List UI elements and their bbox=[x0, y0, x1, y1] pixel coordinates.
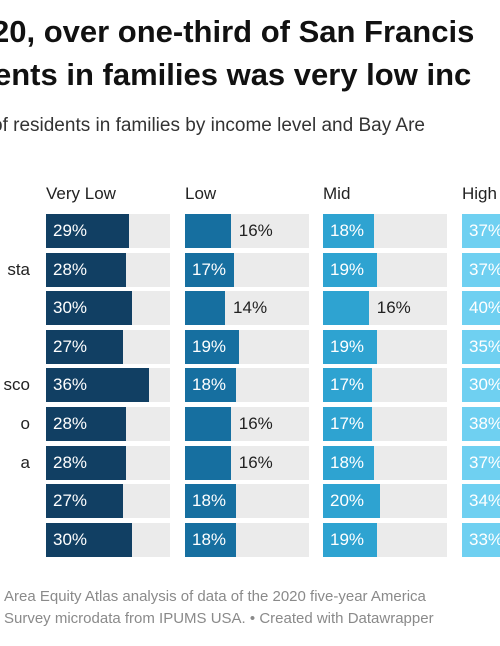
data-label: 37% bbox=[469, 452, 500, 472]
data-label: 18% bbox=[330, 221, 365, 240]
data-label: 29% bbox=[53, 221, 88, 240]
chart-subtitle: of residents in families by income level… bbox=[0, 115, 425, 136]
bar bbox=[46, 445, 127, 480]
column-header-very-low: Very Low bbox=[46, 184, 116, 203]
data-label: 18% bbox=[192, 529, 227, 549]
data-label: 27% bbox=[53, 336, 88, 356]
row-label: a bbox=[20, 452, 30, 472]
bar bbox=[462, 407, 500, 441]
bar bbox=[323, 484, 381, 519]
bar bbox=[185, 484, 237, 519]
source-note: Area Equity Atlas analysis of data of th… bbox=[4, 586, 434, 630]
data-label: 17% bbox=[330, 375, 365, 395]
data-label: 37% bbox=[469, 259, 500, 279]
data-label: 30% bbox=[53, 298, 88, 318]
data-label: 40% bbox=[469, 298, 500, 318]
bar bbox=[46, 522, 132, 557]
bar bbox=[323, 445, 375, 480]
data-label: 37% bbox=[469, 221, 500, 240]
bar bbox=[185, 445, 231, 480]
chart-title: 20, over one-third of San Francis bbox=[0, 14, 475, 49]
data-label: 34% bbox=[469, 491, 500, 511]
column-header-low: Low bbox=[185, 184, 217, 203]
row-label: o bbox=[20, 414, 30, 433]
data-label: 30% bbox=[469, 375, 500, 395]
bar bbox=[462, 214, 500, 248]
bar bbox=[462, 522, 500, 557]
source-line-2: Survey microdata from IPUMS USA. • Creat… bbox=[4, 610, 434, 627]
bar bbox=[323, 522, 378, 557]
bar bbox=[46, 368, 149, 403]
data-label: 16% bbox=[376, 298, 411, 318]
data-label: 17% bbox=[330, 414, 365, 433]
bar bbox=[323, 252, 378, 287]
bar bbox=[462, 368, 500, 403]
data-label: 16% bbox=[238, 452, 273, 472]
data-label: 30% bbox=[53, 529, 88, 549]
data-label: 20% bbox=[330, 491, 365, 511]
bar bbox=[323, 368, 372, 403]
bar bbox=[185, 291, 226, 326]
bar bbox=[185, 329, 240, 364]
source-line-1: Area Equity Atlas analysis of data of th… bbox=[4, 588, 426, 605]
data-label: 19% bbox=[330, 259, 365, 279]
data-label: 33% bbox=[469, 529, 500, 549]
data-label: 19% bbox=[330, 529, 365, 549]
bar bbox=[46, 407, 127, 441]
data-label: 28% bbox=[53, 452, 88, 472]
chart-title-line-2: ents in families was very low inc bbox=[0, 57, 472, 92]
data-label: 16% bbox=[238, 414, 273, 433]
data-label: 35% bbox=[469, 336, 500, 356]
bar bbox=[185, 368, 237, 403]
data-label: 19% bbox=[330, 336, 365, 356]
bar bbox=[462, 291, 500, 326]
data-label: 18% bbox=[192, 375, 227, 395]
bar bbox=[185, 214, 231, 248]
data-label: 27% bbox=[53, 491, 88, 511]
bar bbox=[323, 407, 372, 441]
row-label: sta bbox=[7, 259, 30, 279]
bar bbox=[46, 484, 124, 519]
data-label: 28% bbox=[53, 259, 88, 279]
data-label: 14% bbox=[233, 298, 268, 318]
bar bbox=[46, 291, 132, 326]
bar bbox=[323, 214, 375, 248]
bar bbox=[185, 407, 231, 441]
data-label: 19% bbox=[192, 336, 227, 356]
bar bbox=[46, 214, 129, 248]
data-label: 18% bbox=[192, 491, 227, 511]
bar bbox=[46, 329, 124, 364]
bar bbox=[462, 484, 500, 519]
data-label: 18% bbox=[330, 452, 365, 472]
bar bbox=[185, 252, 234, 287]
data-label: 28% bbox=[53, 414, 88, 433]
bar bbox=[323, 329, 378, 364]
column-header-high: High bbox=[462, 184, 497, 203]
bar bbox=[46, 252, 127, 287]
bar bbox=[462, 252, 500, 287]
bar bbox=[462, 329, 500, 364]
bar bbox=[462, 445, 500, 480]
column-header-mid: Mid bbox=[323, 184, 351, 203]
row-label: sco bbox=[3, 375, 30, 395]
bar bbox=[185, 522, 237, 557]
data-label: 38% bbox=[469, 414, 500, 433]
data-label: 36% bbox=[53, 375, 88, 395]
data-label: 16% bbox=[238, 221, 273, 240]
bar bbox=[323, 291, 369, 326]
data-label: 17% bbox=[192, 259, 227, 279]
